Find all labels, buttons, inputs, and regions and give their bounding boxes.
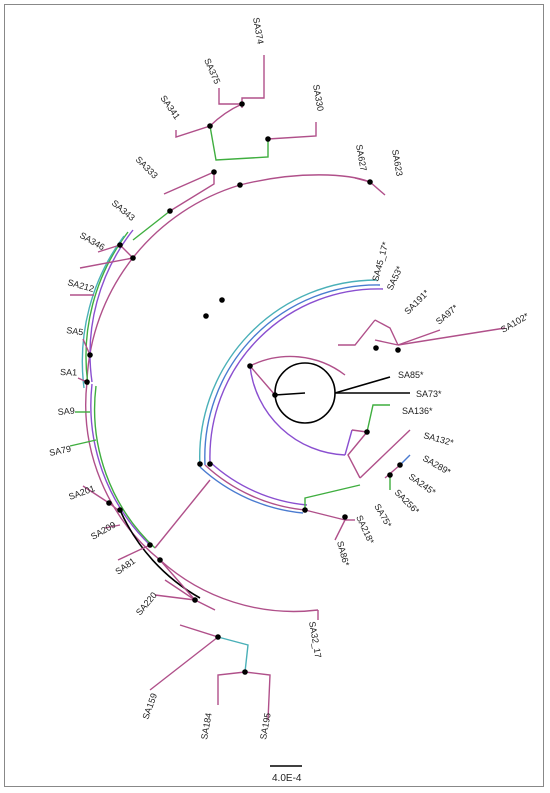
label-SA289: SA289* — [421, 453, 453, 477]
label-SA195: SA195 — [258, 712, 273, 740]
node-markers — [84, 101, 403, 675]
label-SA102: SA102* — [499, 311, 531, 335]
inner-clade — [199, 279, 506, 541]
label-SA32_17: SA32_17 — [307, 621, 323, 659]
label-SA81: SA81 — [113, 556, 137, 577]
label-SA53: SA53* — [385, 264, 405, 292]
label-SA79: SA79 — [48, 444, 72, 458]
label-SA73: SA73* — [416, 389, 442, 399]
label-SA75: SA75* — [372, 502, 394, 530]
label-SA212: SA212 — [66, 277, 95, 294]
label-SA9: SA9 — [57, 406, 75, 417]
upper-clade — [79, 55, 386, 269]
label-SA45_17: SA45_17* — [370, 240, 390, 282]
label-SA333: SA333 — [134, 154, 160, 180]
label-SA5: SA5 — [66, 325, 84, 337]
figure-frame — [4, 4, 544, 787]
label-SA85: SA85* — [398, 370, 424, 380]
label-SA132: SA132* — [422, 430, 455, 448]
taxon-labels: SA374 SA375 SA341 SA330 SA333 SA627 SA62… — [48, 17, 531, 741]
label-SA245: SA245* — [407, 471, 438, 497]
label-SA341: SA341 — [158, 93, 182, 121]
scale-bar-label: 4.0E-4 — [272, 773, 302, 784]
label-SA343: SA343 — [110, 198, 137, 223]
label-SA623: SA623 — [390, 149, 405, 177]
outer-arc-branches — [81, 184, 319, 613]
label-SA374: SA374 — [251, 17, 266, 45]
label-SA159: SA159 — [140, 692, 159, 721]
label-SA346: SA346 — [78, 230, 106, 252]
label-SA1: SA1 — [60, 367, 77, 378]
bottom-clade — [149, 559, 319, 721]
label-SA218: SA218* — [354, 514, 376, 546]
label-SA627: SA627 — [354, 144, 369, 172]
label-SA330: SA330 — [311, 84, 326, 112]
label-SA97: SA97* — [434, 302, 460, 326]
label-SA184: SA184 — [199, 712, 214, 740]
label-SA201: SA201 — [67, 483, 96, 502]
left-leaves — [69, 294, 211, 561]
label-SA209: SA209 — [89, 520, 117, 542]
label-SA191: SA191* — [402, 287, 431, 316]
label-SA256: SA256* — [393, 487, 422, 516]
scale-bar: 4.0E-4 — [270, 765, 302, 784]
label-SA86: SA86* — [335, 540, 351, 568]
label-SA136: SA136* — [402, 406, 433, 416]
label-SA220: SA220 — [134, 590, 159, 617]
label-SA375: SA375 — [202, 57, 222, 86]
